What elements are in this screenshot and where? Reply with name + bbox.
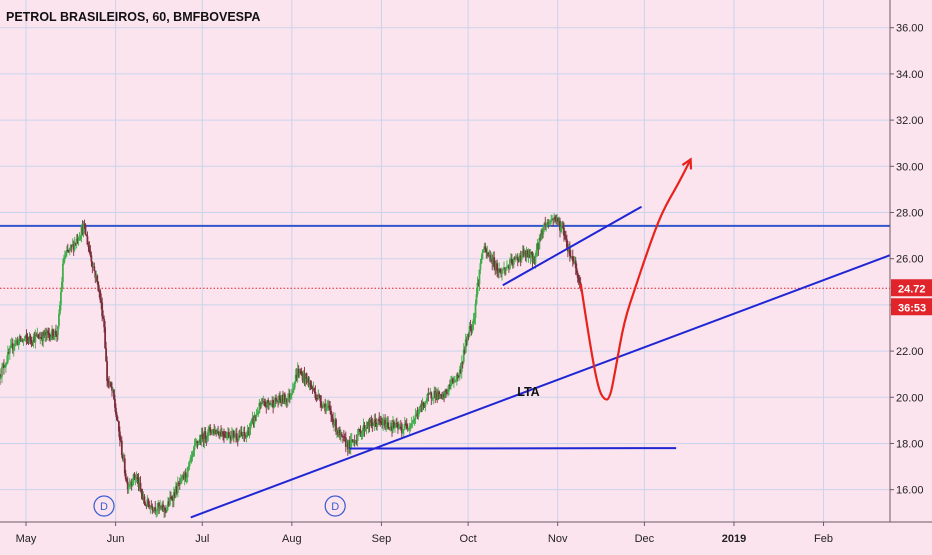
lta-label: LTA [517,385,539,399]
price-tick-label: 28.00 [896,207,924,219]
candle-body [480,263,482,270]
time-tick-label: Feb [814,533,833,545]
dividend-marker: D [94,496,114,516]
dividend-marker: D [325,496,345,516]
candle-body [58,314,60,326]
candle-body [62,264,64,282]
countdown-label: 36:53 [898,302,926,314]
price-tick-label: 30.00 [896,161,924,173]
candle-body [60,292,62,305]
candle-body [31,340,33,342]
candle-body [457,374,459,375]
candle-body [357,435,359,441]
dividend-marker-label: D [100,501,108,513]
dividend-marker-label: D [331,501,339,513]
candle-body [341,434,343,436]
candle-body [550,219,552,221]
time-tick-label: 2019 [722,533,746,545]
candle-body [151,506,153,510]
candle-body [501,270,503,274]
price-tick-label: 20.00 [896,392,924,404]
candle-body [233,431,235,437]
time-tick-label: May [16,533,37,545]
candle-body [481,253,483,259]
price-tick-label: 34.00 [896,69,924,81]
price-tick-label: 36.00 [896,23,924,35]
candle-body [145,504,147,506]
candle-body [90,255,92,261]
candle-body [96,276,98,282]
time-tick-label: Nov [548,533,568,545]
candle-body [93,267,95,271]
price-tick-label: 16.00 [896,485,924,497]
candle-body [121,441,123,455]
price-tick-label: 26.00 [896,254,924,266]
candle-body [241,432,243,435]
last-price-label: 24.72 [898,283,926,295]
candle-body [140,483,142,489]
chart-title: PETROL BRASILEIROS, 60, BMFBOVESPA [6,10,260,24]
candle-body [387,422,389,427]
time-tick-label: Aug [282,533,302,545]
time-tick-label: Jun [107,533,125,545]
price-tick-label: 22.00 [896,346,924,358]
candle-body [9,348,11,353]
candle-body [475,304,477,318]
price-tick-label: 32.00 [896,115,924,127]
time-tick-label: Dec [635,533,655,545]
candle-body [85,225,87,235]
time-tick-label: Jul [195,533,209,545]
candle-body [1,367,3,377]
candle-body [320,401,322,406]
time-tick-label: Oct [460,533,477,545]
price-tick-label: 18.00 [896,438,924,450]
time-tick-label: Sep [372,533,392,545]
